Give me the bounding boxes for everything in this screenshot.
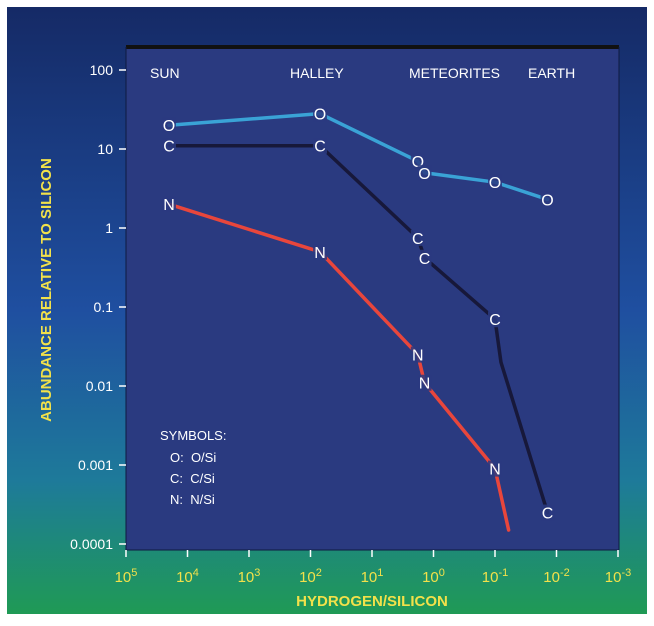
- y-tick-label: 0.01: [86, 378, 113, 394]
- region-label-earth: EARTH: [528, 65, 575, 81]
- data-point-n: N: [489, 462, 501, 479]
- x-tick-base: 10: [482, 569, 499, 586]
- data-point-c: C: [489, 312, 501, 329]
- data-point-backdrop: [410, 346, 425, 363]
- plot-area: [126, 47, 619, 550]
- data-point-backdrop: [540, 191, 555, 208]
- data-point-c: C: [419, 251, 431, 268]
- y-tick-label: 0.0001: [70, 536, 113, 552]
- data-point-backdrop: [313, 105, 328, 122]
- x-tick-exponent: -1: [498, 567, 508, 579]
- data-point-n: N: [412, 348, 424, 365]
- x-axis-ticks: 105 104 103 102 101 100 10-1 10-2 10-3: [115, 550, 631, 586]
- x-tick-base: 10: [543, 569, 560, 586]
- data-point-n: N: [163, 197, 175, 214]
- x-tick-exponent: 0: [439, 567, 445, 579]
- legend-entry-nitrogen: N: N/Si: [170, 492, 215, 507]
- legend-entry-carbon: C: C/Si: [170, 471, 215, 486]
- x-tick-base: 10: [115, 569, 132, 586]
- x-tick-exponent: 1: [377, 567, 383, 579]
- y-tick-label: 100: [90, 62, 114, 78]
- x-tick-label: 10-1: [482, 567, 508, 586]
- x-tick-label: 10-3: [605, 567, 631, 586]
- x-tick-exponent: 5: [131, 567, 137, 579]
- data-point-o: O: [314, 107, 326, 124]
- data-point-backdrop: [540, 504, 555, 521]
- data-point-backdrop: [488, 174, 502, 191]
- data-point-o: O: [418, 166, 430, 183]
- data-point-c: C: [163, 139, 175, 156]
- x-tick-label: 105: [115, 567, 138, 586]
- x-tick-label: 101: [361, 567, 384, 586]
- y-tick-label: 10: [97, 141, 113, 157]
- data-point-backdrop: [161, 137, 176, 154]
- x-tick-label: 103: [238, 567, 261, 586]
- x-tick-base: 10: [299, 569, 316, 586]
- legend-entry-oxygen: O: O/Si: [170, 450, 216, 465]
- data-point-o: O: [489, 175, 501, 192]
- x-tick-base: 10: [361, 569, 378, 586]
- data-point-n: N: [419, 376, 431, 393]
- data-point-backdrop: [410, 229, 425, 246]
- x-tick-base: 10: [422, 569, 439, 586]
- legend: SYMBOLS: O: O/Si C: C/Si N: N/Si: [160, 428, 226, 507]
- y-tick-label: 0.1: [94, 299, 114, 315]
- data-point-o: O: [163, 118, 175, 135]
- x-tick-exponent: 3: [254, 567, 260, 579]
- data-point-backdrop: [488, 311, 502, 328]
- y-axis-label: ABUNDANCE RELATIVE TO SILICON: [38, 158, 55, 422]
- x-tick-label: 102: [299, 567, 322, 586]
- x-tick-label: 100: [422, 567, 445, 586]
- x-tick-exponent: 2: [316, 567, 322, 579]
- data-point-backdrop: [161, 196, 176, 213]
- data-point-backdrop: [417, 164, 432, 181]
- legend-title: SYMBOLS:: [160, 428, 226, 443]
- data-point-c: C: [314, 139, 326, 156]
- series-line-n: [167, 202, 511, 532]
- x-tick-exponent: 4: [193, 567, 199, 579]
- region-label-sun: SUN: [150, 65, 180, 81]
- x-axis-label: HYDROGEN/SILICON: [296, 593, 448, 610]
- data-point-n: N: [314, 245, 326, 262]
- x-tick-label: 10-2: [543, 567, 569, 586]
- data-point-o: O: [541, 192, 553, 209]
- x-tick-base: 10: [605, 569, 622, 586]
- region-label-meteorites: METEORITES: [409, 65, 500, 81]
- data-point-backdrop: [417, 374, 432, 391]
- x-tick-exponent: -3: [621, 567, 631, 579]
- x-tick-base: 10: [176, 569, 193, 586]
- data-point-backdrop: [161, 117, 176, 134]
- data-point-backdrop: [488, 460, 502, 477]
- x-tick-label: 104: [176, 567, 199, 586]
- y-tick-label: 1: [105, 220, 113, 236]
- y-tick-label: 0.001: [78, 457, 113, 473]
- data-point-backdrop: [313, 137, 328, 154]
- x-tick-base: 10: [238, 569, 255, 586]
- region-label-halley: HALLEY: [290, 65, 344, 81]
- y-axis-ticks: 100 10 1 0.1 0.01 0.001 0.0001: [70, 62, 126, 552]
- data-point-backdrop: [417, 249, 432, 266]
- region-labels: SUN HALLEY METEORITES EARTH: [150, 65, 575, 81]
- x-tick-exponent: -2: [560, 567, 570, 579]
- data-point-backdrop: [313, 243, 328, 260]
- data-point-c: C: [542, 506, 554, 523]
- data-point-c: C: [412, 231, 424, 248]
